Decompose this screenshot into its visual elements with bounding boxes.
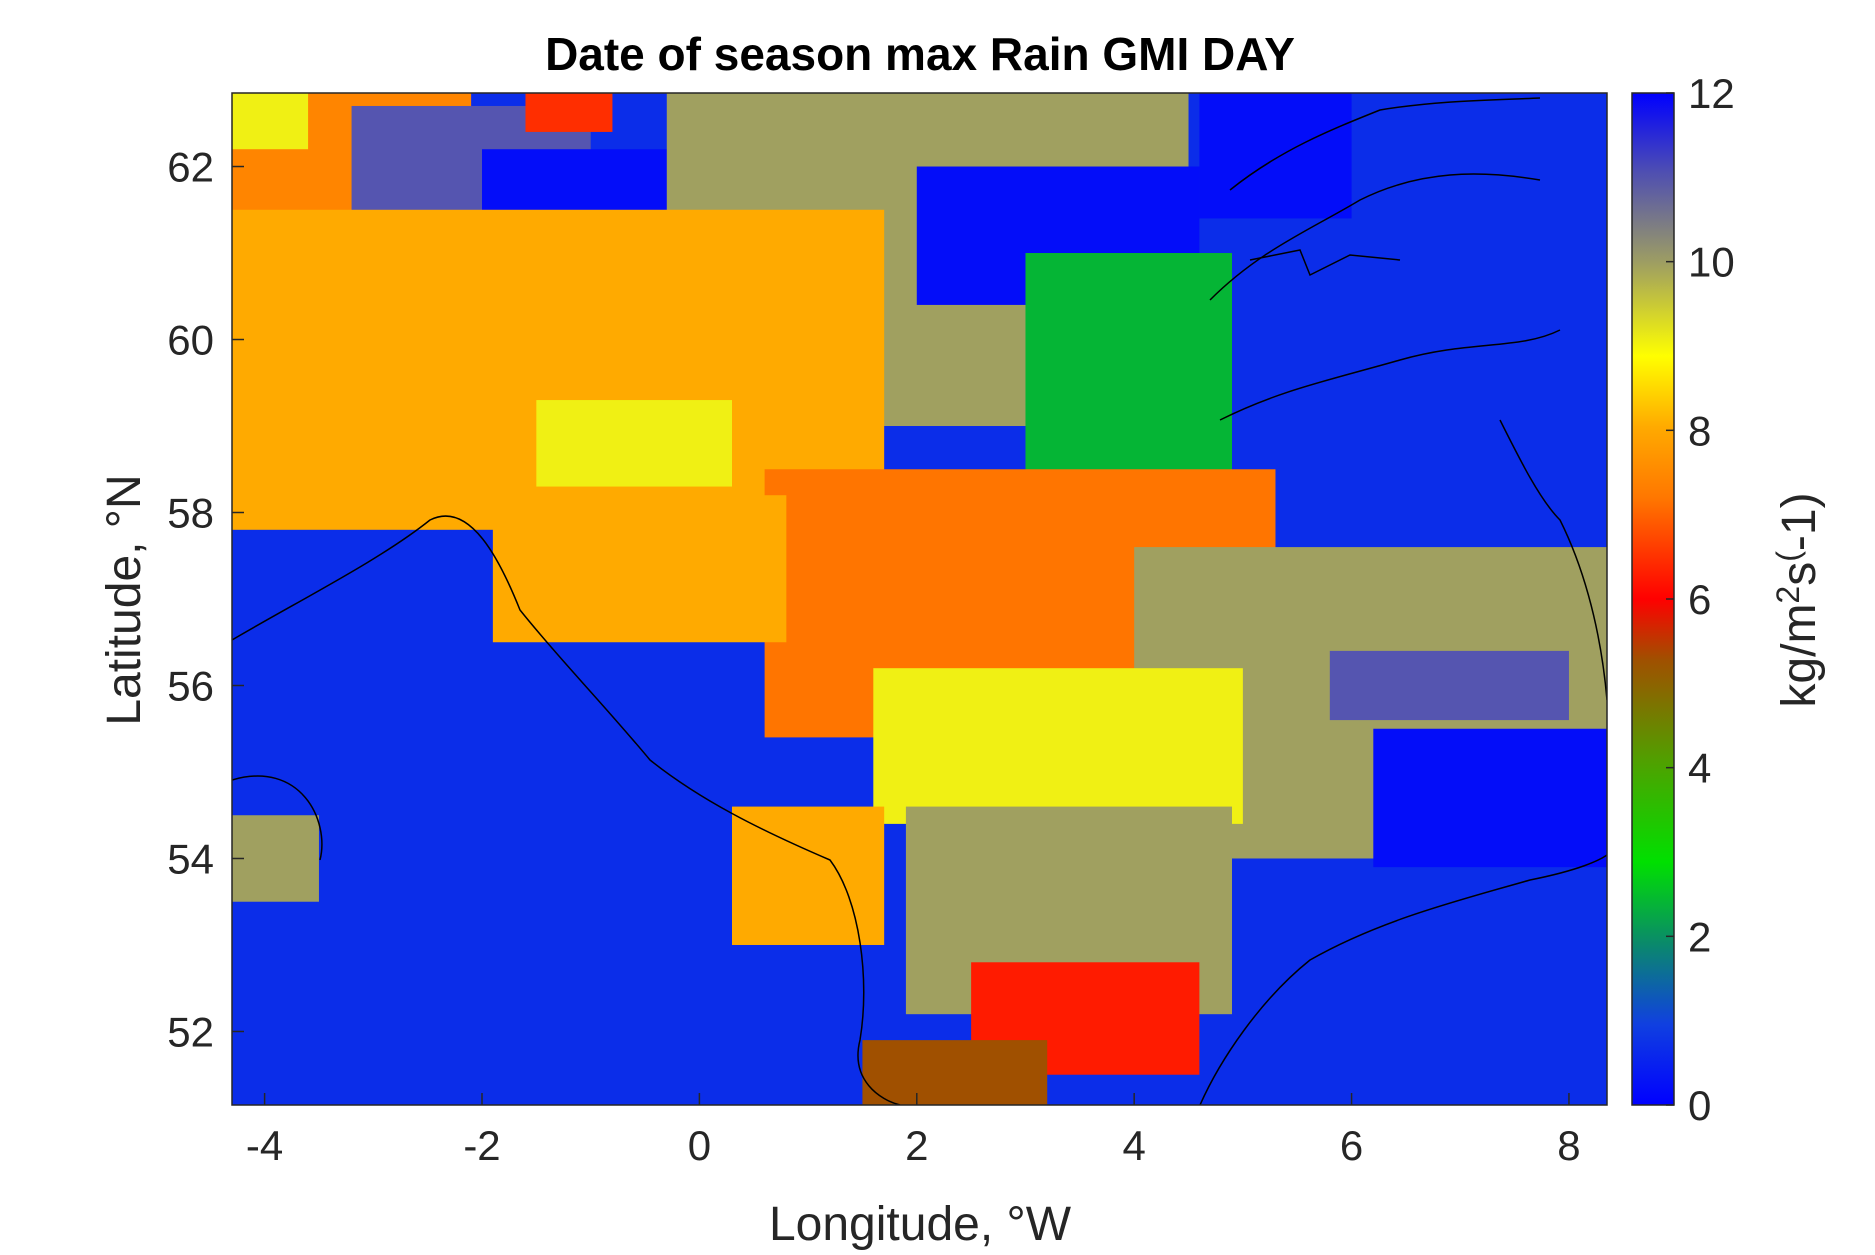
y-axis: 52 54 56 58 60 62 <box>167 144 244 1055</box>
colorbar-ticks: 0 2 4 6 8 10 12 <box>1666 70 1735 1129</box>
heatmap-region-14 <box>1329 650 1569 721</box>
x-tick-label: -4 <box>246 1122 283 1169</box>
uk-east-coast <box>232 515 901 1105</box>
x-tick-label: 8 <box>1557 1122 1580 1169</box>
heatmap-region-15 <box>1373 728 1607 868</box>
colorbar-label-mid: s <box>1773 562 1826 586</box>
heatmap-region-20 <box>862 1040 1048 1105</box>
continent-coast <box>1199 854 1607 1105</box>
norway-coast-2 <box>1219 329 1561 421</box>
norway-coast-3 <box>1229 97 1541 191</box>
data-regions <box>232 93 1607 1105</box>
heatmap-region-3 <box>525 93 613 132</box>
colorbar-tick-label: 8 <box>1688 407 1711 454</box>
chart-title: Date of season max Rain GMI DAY <box>545 28 1295 80</box>
plot-area <box>232 93 1607 1105</box>
x-tick-label: 0 <box>688 1122 711 1169</box>
heatmap-region-7 <box>1199 93 1352 219</box>
x-tick-label: 6 <box>1340 1122 1363 1169</box>
coastlines <box>232 97 1607 1105</box>
norway-coast-1 <box>1209 173 1541 301</box>
colorbar-label: kg/m2s(-1) <box>1770 492 1826 707</box>
heatmap-region-10 <box>1025 253 1232 478</box>
heatmap-region-1 <box>232 93 309 150</box>
colorbar-label-sup: 2 <box>1770 586 1806 604</box>
x-tick-label: 2 <box>905 1122 928 1169</box>
plot-frame <box>231 92 1608 1106</box>
colorbar-tick-label: 0 <box>1688 1082 1711 1129</box>
heatmap-region-17 <box>732 806 885 945</box>
y-axis-label: Latitude, °N <box>98 474 151 725</box>
colorbar-tick-label: 2 <box>1688 913 1711 960</box>
y-tick-label: 58 <box>167 490 214 537</box>
x-axis-label: Longitude, °W <box>769 1198 1072 1250</box>
y-tick-label: 54 <box>167 835 214 882</box>
colorbar-tick-label: 6 <box>1688 576 1711 623</box>
y-tick-label: 56 <box>167 662 214 709</box>
denmark-coast <box>1499 419 1607 701</box>
colorbar-tick-label: 4 <box>1688 745 1711 792</box>
x-tick-label: -2 <box>463 1122 500 1169</box>
irish-coast <box>232 775 323 861</box>
colorbar-label-suffix: -1) <box>1773 492 1826 551</box>
y-tick-label: 62 <box>167 144 214 191</box>
heatmap-region-12 <box>492 495 787 643</box>
heatmap-region-9 <box>536 400 732 487</box>
colorbar-label-prefix: kg/m <box>1773 604 1826 708</box>
y-tick-label: 60 <box>167 317 214 364</box>
x-tick-label: 4 <box>1122 1122 1145 1169</box>
y-tick-label: 52 <box>167 1008 214 1055</box>
heatmap-region-16 <box>873 668 1243 824</box>
colorbar-tick-label: 10 <box>1688 239 1735 286</box>
colorbar-tick-label: 12 <box>1688 70 1735 117</box>
heatmap-region-21 <box>232 815 319 902</box>
fjord-lines <box>1249 249 1401 277</box>
x-axis: -4 -2 0 2 4 6 8 <box>246 1093 1581 1169</box>
colorbar-label-sup2: ( <box>1770 551 1806 562</box>
